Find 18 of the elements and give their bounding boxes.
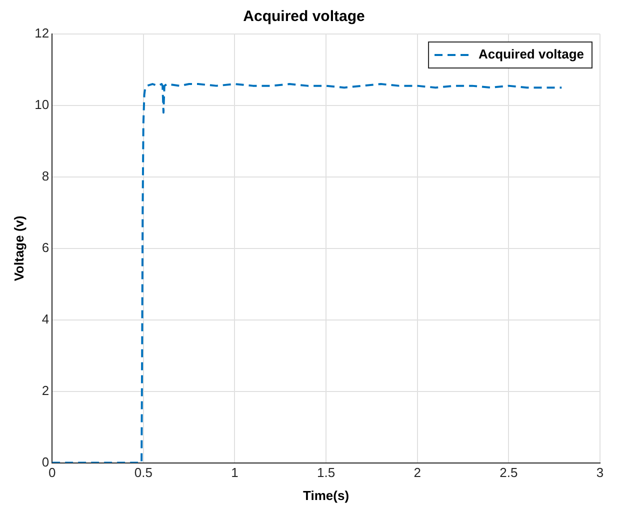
chart-title: Acquired voltage [243,8,365,26]
legend-label: Acquired voltage [478,46,584,62]
x-tick-label: 1 [231,465,238,480]
y-tick-label: 8 [42,168,50,184]
line-series [52,83,563,463]
x-tick-label: 2.5 [500,465,518,480]
x-tick-label: 1.5 [316,465,336,480]
y-tick-label: 12 [34,26,50,41]
y-tick-label: 0 [42,454,50,470]
x-tick-label: 3 [596,465,604,480]
y-tick-label: 6 [42,240,50,255]
x-tick-label: 2 [414,465,421,480]
x-tick-label: 0.5 [134,465,152,480]
y-tick-label: 4 [42,311,50,326]
y-tick-label: 2 [42,382,50,398]
x-axis-title: Time(s) [303,488,350,503]
y-axis-title: Voltage (v) [11,216,26,282]
y-tick-label: 10 [34,97,50,112]
